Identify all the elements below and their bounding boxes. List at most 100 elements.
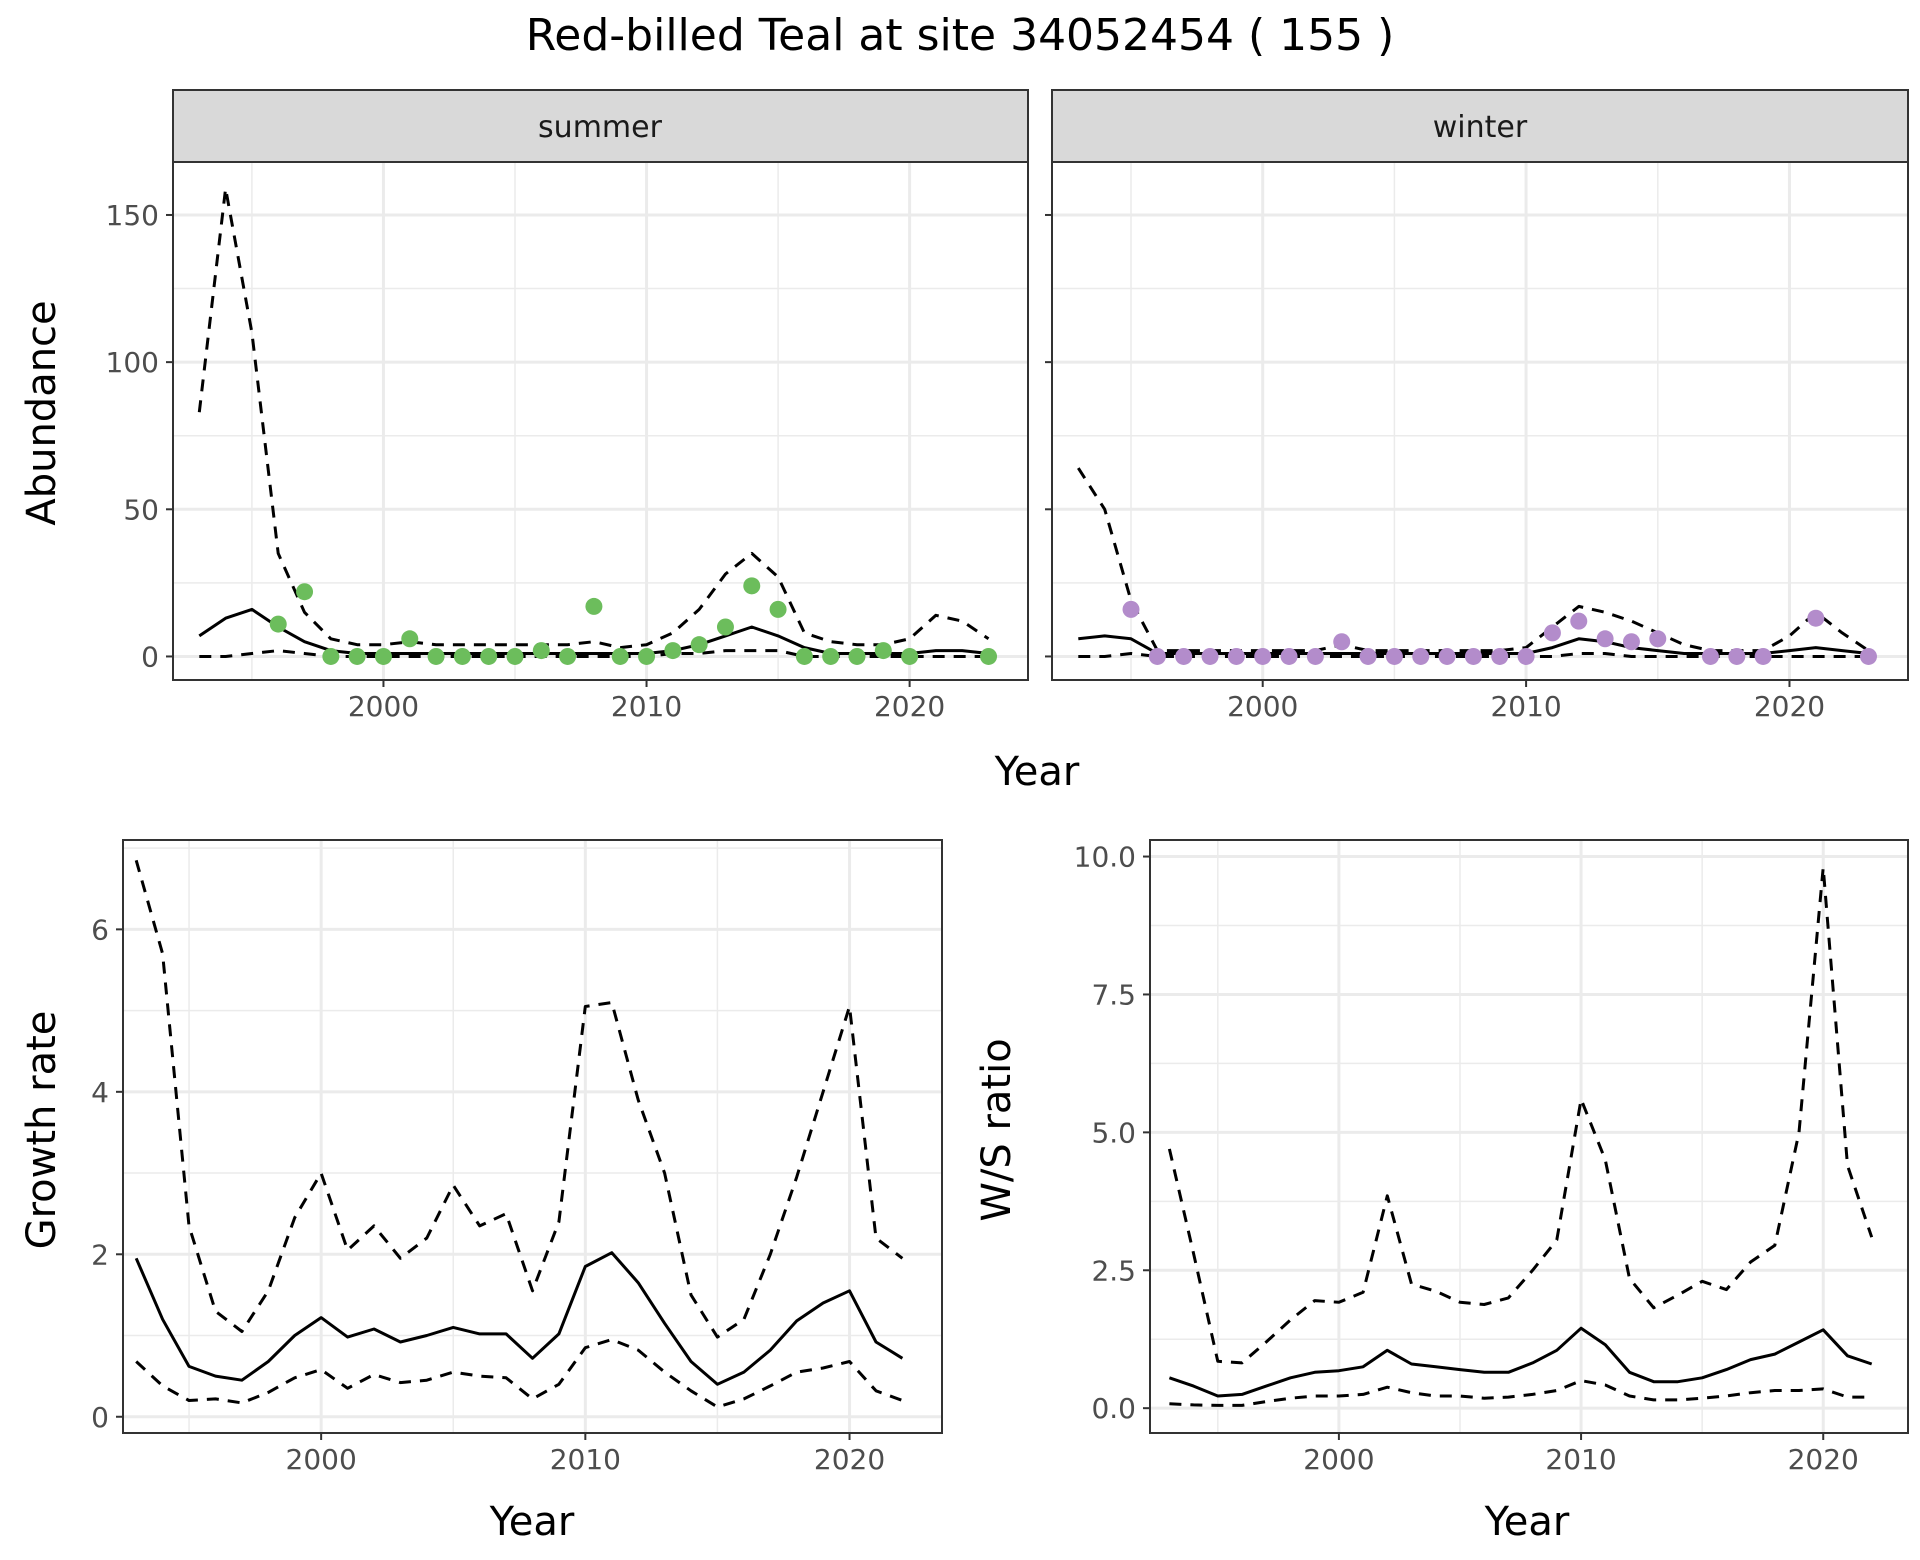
ratio-y-tick-label: 10.0 — [1074, 841, 1136, 874]
panel-growth-rate: 2000 2010 2020 0 2 4 6 — [91, 839, 943, 1476]
winter-panel-border — [1051, 161, 1909, 681]
summer-panel-border — [172, 161, 1029, 681]
summer-data-point — [716, 618, 734, 636]
summer-data-point — [980, 647, 998, 665]
growth-ci-line — [134, 859, 904, 1339]
winter-data-point — [1701, 647, 1719, 665]
growth-y-tick-label: 0 — [91, 1401, 109, 1434]
summer-data-point — [348, 647, 366, 665]
summer-data-point — [822, 647, 840, 665]
summer-data-point — [611, 647, 629, 665]
summer-data-point — [480, 647, 498, 665]
winter-x-tick-label: 2000 — [1227, 690, 1298, 723]
winter-data-point — [1254, 647, 1272, 665]
winter-data-point — [1438, 647, 1456, 665]
facet-x-axis-title: Year — [994, 749, 1080, 795]
ratio-y-tick-label: 7.5 — [1091, 978, 1136, 1011]
ratio-x-tick-label: 2000 — [1303, 1443, 1374, 1476]
winter-data-point — [1754, 647, 1772, 665]
winter-data-point — [1412, 647, 1430, 665]
summer-data-point — [585, 597, 603, 615]
summer-data-point — [559, 647, 577, 665]
panel-winter-abundance: 2000 2010 2020 — [1045, 161, 1909, 723]
growth-x-axis-title: Year — [489, 1499, 575, 1545]
ratio-y-tick-label: 0.0 — [1091, 1392, 1136, 1425]
winter-data-point — [1517, 647, 1535, 665]
summer-x-tick-label: 2010 — [611, 690, 682, 723]
growth-y-tick-label: 6 — [91, 913, 109, 946]
ratio-y-tick-label: 5.0 — [1091, 1116, 1136, 1149]
summer-y-tick-label: 150 — [106, 199, 159, 232]
summer-y-tick-label: 100 — [106, 346, 159, 379]
summer-ci-line — [197, 187, 990, 650]
winter-data-point — [1859, 647, 1877, 665]
growth-x-tick-label: 2020 — [814, 1443, 885, 1476]
winter-data-point — [1464, 647, 1482, 665]
ratio-panel-border — [1149, 839, 1909, 1434]
figure-title: Red-billed Teal at site 34052454 ( 155 ) — [526, 10, 1395, 61]
winter-data-point — [1306, 647, 1324, 665]
winter-data-point — [1596, 630, 1614, 648]
winter-data-point — [1622, 633, 1640, 651]
summer-y-tick-label: 50 — [123, 493, 159, 526]
winter-data-point — [1227, 647, 1245, 665]
strip-summer — [172, 89, 1029, 163]
summer-data-point — [743, 577, 761, 595]
winter-data-point — [1491, 647, 1509, 665]
winter-data-point — [1543, 624, 1561, 642]
winter-data-point — [1201, 647, 1219, 665]
summer-y-tick-label: 0 — [141, 640, 159, 673]
summer-data-point — [795, 647, 813, 665]
winter-data-point — [1122, 600, 1140, 618]
summer-data-point — [427, 647, 445, 665]
ratio-x-tick-label: 2020 — [1788, 1443, 1859, 1476]
summer-plot-background — [173, 162, 1028, 680]
winter-data-point — [1175, 647, 1193, 665]
summer-data-point — [769, 600, 787, 618]
growth-y-tick-label: 4 — [91, 1076, 109, 1109]
winter-x-tick-label: 2010 — [1490, 690, 1561, 723]
ratio-y-tick-label: 2.5 — [1091, 1254, 1136, 1287]
summer-data-point — [690, 636, 708, 654]
ratio-ci-line — [1167, 866, 1874, 1365]
winter-data-point — [1359, 647, 1377, 665]
winter-data-point — [1148, 647, 1166, 665]
ratio-x-axis-title: Year — [1484, 1499, 1570, 1545]
summer-data-point — [506, 647, 524, 665]
summer-data-point — [664, 642, 682, 660]
growth-panel-border — [122, 839, 943, 1434]
winter-data-point — [1570, 612, 1588, 630]
summer-data-point — [296, 583, 314, 601]
growth-x-tick-label: 2010 — [550, 1443, 621, 1476]
summer-x-tick-label: 2000 — [348, 690, 419, 723]
ratio-estimate-line — [1168, 1326, 1873, 1398]
strip-winter-label: winter — [1433, 110, 1528, 145]
panel-ws-ratio: 2000 2010 2020 0.0 2.5 5.0 7.5 10.0 — [1074, 839, 1909, 1476]
growth-y-tick-label: 2 — [91, 1238, 109, 1271]
ratio-x-tick-label: 2010 — [1545, 1443, 1616, 1476]
ratio-plot-background — [1150, 840, 1908, 1433]
winter-data-point — [1649, 630, 1667, 648]
winter-data-point — [1333, 633, 1351, 651]
winter-plot-background — [1052, 162, 1908, 680]
winter-data-point — [1807, 609, 1825, 627]
ratio-y-axis-title: W/S ratio — [974, 1038, 1020, 1221]
summer-data-point — [269, 615, 287, 633]
winter-data-point — [1385, 647, 1403, 665]
ratio-ci-line — [1169, 1379, 1872, 1407]
growth-plot-background — [123, 840, 942, 1433]
summer-data-point — [453, 647, 471, 665]
growth-estimate-line — [134, 1251, 904, 1386]
summer-data-point — [874, 642, 892, 660]
summer-x-tick-label: 2020 — [874, 690, 945, 723]
summer-data-point — [901, 647, 919, 665]
summer-data-point — [848, 647, 866, 665]
winter-data-point — [1280, 647, 1298, 665]
summer-data-point — [638, 647, 656, 665]
winter-data-point — [1728, 647, 1746, 665]
panel-summer-abundance: 2000 2010 2020 0 50 100 150 — [106, 161, 1029, 723]
summer-data-point — [322, 647, 340, 665]
winter-x-tick-label: 2020 — [1754, 690, 1825, 723]
facet-y-axis-title: Abundance — [19, 300, 65, 525]
